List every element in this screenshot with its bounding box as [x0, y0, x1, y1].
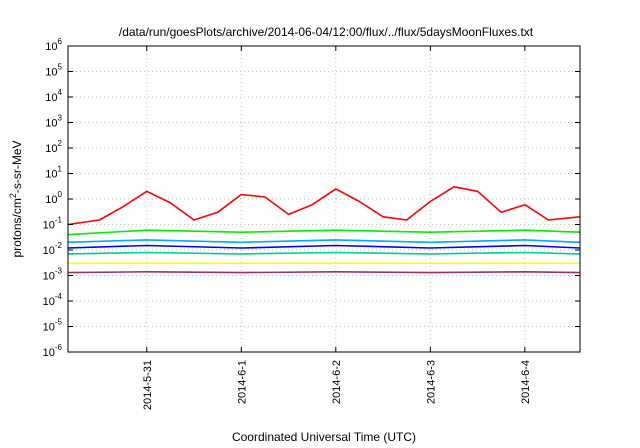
y-tick-label: 10-3: [43, 267, 63, 283]
y-axis-label-part1: protons/cm: [10, 198, 24, 257]
y-tick-label-exponent: 3: [58, 114, 63, 123]
y-tick-label-base: 10: [43, 245, 55, 257]
y-tick-label-exponent: 4: [58, 88, 63, 97]
x-axis-label: Coordinated Universal Time (UTC): [232, 430, 416, 444]
y-tick-label: 103: [45, 114, 62, 130]
y-tick-label-base: 10: [45, 194, 57, 206]
y-tick-label: 10-5: [43, 318, 63, 334]
y-tick-label-base: 10: [45, 41, 57, 53]
series-line-4: [67, 244, 581, 249]
y-tick-label-base: 10: [45, 92, 57, 104]
series-line-7: [67, 270, 581, 274]
y-tick-label: 10-1: [43, 216, 63, 232]
series-line-3: [67, 239, 581, 244]
x-tick-label: 2014-6-3: [425, 360, 437, 404]
y-axis-label-part2: -s-sr-MeV: [10, 140, 24, 193]
x-tick-labels: 2014-5-31 2014-6-1 2014-6-2 2014-6-3 2014-6-…: [142, 360, 532, 410]
y-tick-label-exponent: 2: [58, 139, 63, 148]
y-tick-label-exponent: 5: [58, 63, 63, 72]
y-tick-label-exponent: 0: [58, 190, 63, 199]
x-tick-label: 2014-6-1: [236, 360, 248, 404]
y-tick-label-exponent: -3: [55, 267, 63, 276]
y-tick-label-base: 10: [43, 271, 55, 283]
y-tick-label-base: 10: [43, 347, 55, 359]
x-tick-label: 2014-5-31: [142, 360, 154, 410]
y-tick-label-exponent: 1: [58, 165, 63, 174]
y-tick-label: 10-6: [43, 343, 63, 359]
y-tick-label-base: 10: [43, 322, 55, 334]
x-tick-label: 2014-6-4: [520, 360, 532, 404]
y-tick-label-base: 10: [45, 143, 57, 155]
x-tick-label: 2014-6-2: [331, 360, 343, 404]
y-tick-label-base: 10: [45, 169, 57, 181]
y-tick-label: 106: [45, 37, 62, 53]
y-tick-label: 104: [45, 88, 62, 104]
y-tick-label-exponent: -5: [55, 318, 63, 327]
y-axis-label: protons/cm2-s-sr-MeV: [8, 140, 24, 257]
y-tick-label-exponent: -4: [55, 292, 63, 301]
y-tick-label-exponent: -6: [55, 343, 63, 352]
y-tick-labels: 10-610-510-410-310-210-11001011021031041…: [43, 37, 63, 359]
y-tick-label: 101: [45, 165, 62, 181]
y-tick-label-exponent: -1: [55, 216, 63, 225]
y-axis-label-superscript: 2: [8, 193, 18, 198]
series-line-2: [67, 229, 581, 236]
y-tick-label-exponent: 6: [58, 37, 63, 46]
grid-lines: [68, 46, 580, 352]
y-tick-label: 10-4: [43, 292, 63, 308]
series-line-1: [67, 186, 581, 226]
y-tick-label: 102: [45, 139, 62, 155]
y-tick-label-exponent: -2: [55, 241, 63, 250]
y-tick-label-base: 10: [43, 220, 55, 232]
y-tick-label-base: 10: [45, 67, 57, 79]
series-layer: [67, 186, 581, 274]
y-tick-label: 100: [45, 190, 62, 206]
y-tick-label-base: 10: [43, 296, 55, 308]
series-line-5: [67, 251, 581, 255]
y-tick-label: 10-2: [43, 241, 63, 257]
chart-title: /data/run/goesPlots/archive/2014-06-04/1…: [119, 25, 534, 39]
axis-ticks: [68, 45, 580, 353]
y-tick-label-base: 10: [45, 118, 57, 130]
y-tick-label: 105: [45, 63, 62, 79]
